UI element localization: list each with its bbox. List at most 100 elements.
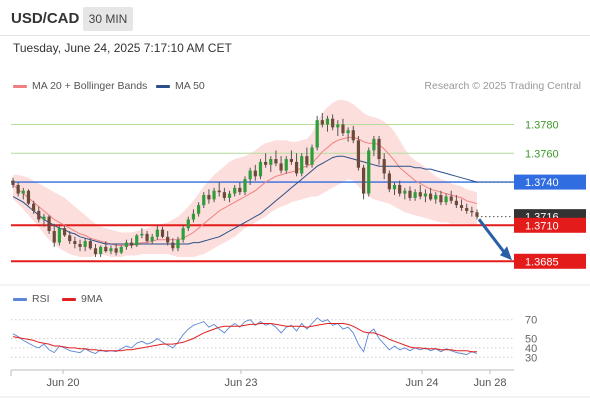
candle-body [186, 219, 190, 229]
candle [372, 136, 376, 157]
ma20-line [12, 136, 478, 246]
header-bar: USD/CAD 30 MIN [0, 0, 590, 36]
candle [305, 147, 309, 168]
candle-body [392, 184, 397, 190]
candle-body [423, 193, 428, 197]
candle [398, 180, 402, 197]
candle [88, 238, 92, 250]
candle [129, 238, 134, 249]
candle-body [470, 210, 474, 213]
datetime-label: Tuesday, June 24, 2025 7:17:10 AM CET [13, 41, 232, 55]
legend-label-ma20: MA 20 + Bollinger Bands [32, 80, 148, 92]
candle-body [356, 140, 361, 168]
candle [160, 226, 165, 239]
candle-body [439, 195, 443, 203]
rsi-tick-40: 40 [525, 343, 537, 355]
projection-arrow-line [477, 218, 507, 255]
candle [408, 186, 412, 201]
candle [109, 245, 113, 255]
candle [346, 127, 350, 142]
candle-body [382, 159, 386, 174]
candle-body [62, 228, 67, 236]
candle-body [264, 161, 268, 165]
candle-body [243, 179, 247, 193]
candle [264, 153, 268, 168]
candle [315, 115, 319, 151]
candle [300, 153, 304, 177]
candle [57, 225, 61, 246]
candle-body [444, 196, 448, 203]
candle-body [449, 196, 453, 201]
candle [434, 192, 438, 204]
candle [217, 182, 221, 197]
candle [135, 233, 139, 247]
candle [68, 231, 72, 244]
candle-body [57, 228, 61, 243]
candle-body [253, 170, 257, 177]
candle-body [11, 180, 15, 185]
candle-body [351, 130, 355, 141]
candle [197, 202, 201, 217]
candle [140, 228, 144, 239]
timeframe-badge[interactable]: 30 MIN [83, 7, 133, 31]
candle [444, 193, 448, 206]
candle-body [346, 130, 350, 134]
legend-label-ma50: MA 50 [175, 80, 205, 92]
candle-body [181, 228, 185, 240]
candle-body [248, 170, 252, 180]
candle [294, 153, 299, 177]
candle [248, 167, 252, 185]
candle [227, 190, 232, 203]
candle-body [202, 195, 206, 206]
candle-body [222, 192, 226, 198]
candle-body [284, 159, 288, 171]
candle-body [336, 124, 340, 128]
candle [233, 184, 237, 197]
candle [351, 125, 355, 144]
candle-body [238, 187, 242, 193]
candles-group [11, 112, 479, 257]
level-label-1: 1.3780 [525, 119, 559, 131]
candle-body [331, 118, 335, 128]
candle-body [37, 210, 41, 220]
candle-body [434, 195, 438, 200]
legend-swatch-rsi [13, 297, 27, 301]
candle-body [320, 120, 324, 125]
rsi-series-9ma [12, 323, 477, 353]
candle [145, 231, 149, 243]
candle-body [166, 236, 170, 243]
candle [166, 231, 170, 246]
candle-body [88, 241, 92, 249]
candle-body [325, 118, 330, 125]
candle [155, 225, 159, 240]
candle-body [68, 235, 72, 242]
candle-body [119, 246, 123, 253]
candle-body [294, 161, 299, 174]
candle [310, 144, 314, 168]
legend-9ma: 9MA [62, 293, 103, 305]
candle-body [305, 156, 309, 165]
candle-body [279, 163, 283, 171]
candle-body [150, 236, 154, 242]
candle-body [418, 192, 422, 197]
candle [470, 206, 474, 217]
candle [114, 244, 118, 256]
candle-body [454, 200, 458, 206]
candle [171, 238, 175, 252]
candle-body [73, 241, 77, 244]
candle [243, 176, 247, 196]
candle [73, 236, 77, 249]
candle [124, 239, 129, 250]
candle [26, 189, 31, 206]
candle-body [109, 248, 113, 252]
candle-body [465, 208, 469, 211]
candle [78, 239, 82, 252]
candle [325, 115, 330, 132]
candle-body [387, 173, 391, 190]
candle [269, 156, 273, 172]
projection-arrow-head [500, 246, 512, 261]
candle-body [129, 242, 134, 246]
candle-body [429, 193, 433, 200]
candle [258, 159, 263, 180]
